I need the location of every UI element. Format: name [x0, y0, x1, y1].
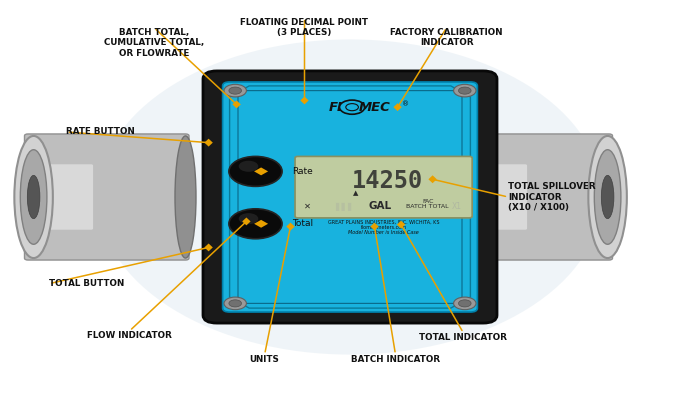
Text: Model Number is Inside Case: Model Number is Inside Case — [348, 230, 419, 235]
Ellipse shape — [588, 136, 627, 258]
Text: FAC
BATCH TOTAL: FAC BATCH TOTAL — [407, 199, 449, 209]
Circle shape — [224, 297, 246, 310]
Text: Rate: Rate — [292, 167, 313, 176]
Text: FACTORY CALIBRATION
INDICATOR: FACTORY CALIBRATION INDICATOR — [391, 28, 503, 47]
Polygon shape — [242, 217, 251, 225]
Polygon shape — [204, 243, 213, 251]
Text: TOTAL INDICATOR: TOTAL INDICATOR — [419, 333, 508, 342]
Circle shape — [454, 297, 476, 310]
Ellipse shape — [452, 136, 472, 258]
FancyBboxPatch shape — [458, 134, 612, 260]
Ellipse shape — [601, 175, 614, 219]
Polygon shape — [428, 175, 437, 183]
FancyBboxPatch shape — [481, 164, 527, 230]
Circle shape — [239, 213, 258, 224]
Ellipse shape — [14, 136, 53, 258]
Ellipse shape — [594, 150, 621, 244]
Text: FLOW INDICATOR: FLOW INDICATOR — [87, 331, 172, 340]
Text: Total: Total — [292, 219, 313, 228]
FancyBboxPatch shape — [203, 71, 497, 323]
FancyBboxPatch shape — [223, 82, 477, 312]
Text: flomecmeters.com: flomecmeters.com — [360, 225, 407, 230]
Text: ▌▌▌: ▌▌▌ — [335, 202, 355, 210]
Circle shape — [340, 100, 365, 114]
FancyBboxPatch shape — [47, 164, 93, 230]
Text: FLOATING DECIMAL POINT
(3 PLACES): FLOATING DECIMAL POINT (3 PLACES) — [241, 18, 368, 37]
FancyBboxPatch shape — [25, 134, 189, 260]
Text: RATE BUTTON: RATE BUTTON — [66, 128, 135, 136]
Text: BATCH TOTAL,
CUMULATIVE TOTAL,
OR FLOWRATE: BATCH TOTAL, CUMULATIVE TOTAL, OR FLOWRA… — [104, 28, 204, 58]
Text: GREAT PLAINS INDUSTRIES, INC. WICHITA, KS: GREAT PLAINS INDUSTRIES, INC. WICHITA, K… — [328, 220, 440, 225]
Polygon shape — [254, 220, 268, 228]
Polygon shape — [204, 139, 213, 147]
Polygon shape — [393, 103, 402, 111]
Circle shape — [229, 87, 241, 94]
Circle shape — [454, 84, 476, 97]
Text: UNITS: UNITS — [250, 355, 279, 364]
Circle shape — [229, 156, 282, 186]
Polygon shape — [232, 100, 241, 108]
Polygon shape — [370, 223, 379, 230]
Circle shape — [224, 84, 246, 97]
Circle shape — [458, 300, 471, 307]
Polygon shape — [254, 167, 268, 175]
Circle shape — [239, 161, 258, 172]
Text: BATCH INDICATOR: BATCH INDICATOR — [351, 355, 440, 364]
Polygon shape — [397, 221, 405, 229]
Text: FL: FL — [329, 101, 346, 113]
Ellipse shape — [27, 175, 40, 219]
Text: TOTAL BUTTON: TOTAL BUTTON — [49, 279, 125, 288]
Text: ▲: ▲ — [353, 190, 358, 196]
Text: 14250: 14250 — [351, 169, 423, 193]
Text: ®: ® — [402, 101, 409, 107]
Circle shape — [229, 209, 282, 239]
Text: GAL: GAL — [368, 201, 392, 211]
Ellipse shape — [98, 39, 602, 355]
Circle shape — [229, 300, 241, 307]
Text: TOTAL SPILLOVER
INDICATOR
(X10 / X100): TOTAL SPILLOVER INDICATOR (X10 / X100) — [508, 182, 596, 212]
Circle shape — [458, 87, 471, 94]
Ellipse shape — [20, 150, 47, 244]
Text: MEC: MEC — [359, 101, 391, 113]
FancyBboxPatch shape — [295, 156, 472, 218]
Polygon shape — [230, 86, 470, 308]
Text: ✕: ✕ — [304, 202, 312, 210]
Polygon shape — [300, 97, 309, 104]
Ellipse shape — [175, 136, 196, 258]
Text: X1: X1 — [452, 202, 462, 210]
Polygon shape — [286, 223, 295, 230]
